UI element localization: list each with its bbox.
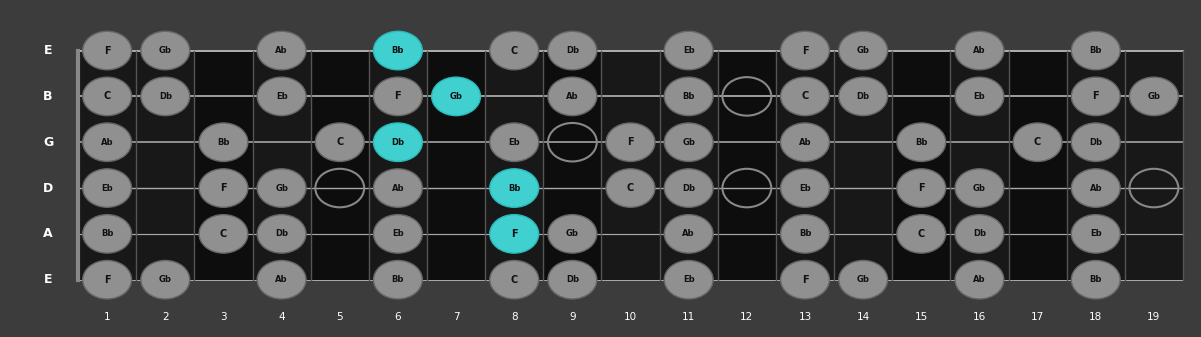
Text: 9: 9 bbox=[569, 312, 575, 322]
Bar bbox=[195, 51, 252, 280]
Ellipse shape bbox=[664, 123, 713, 161]
Ellipse shape bbox=[1014, 123, 1062, 161]
Text: F: F bbox=[220, 183, 227, 193]
Text: Gb: Gb bbox=[449, 92, 462, 101]
Ellipse shape bbox=[955, 169, 1004, 207]
Text: Gb: Gb bbox=[856, 275, 870, 284]
Text: D: D bbox=[43, 182, 53, 194]
Ellipse shape bbox=[374, 77, 423, 116]
Ellipse shape bbox=[664, 215, 713, 253]
Ellipse shape bbox=[83, 169, 132, 207]
Text: Bb: Bb bbox=[799, 229, 811, 238]
Text: 14: 14 bbox=[856, 312, 870, 322]
Text: Ab: Ab bbox=[275, 46, 288, 55]
Text: Bb: Bb bbox=[217, 138, 229, 147]
Text: C: C bbox=[336, 137, 343, 147]
Ellipse shape bbox=[83, 261, 132, 299]
Bar bbox=[950, 51, 1009, 280]
Bar bbox=[428, 51, 485, 280]
Text: F: F bbox=[395, 91, 401, 101]
Text: Eb: Eb bbox=[392, 229, 404, 238]
Ellipse shape bbox=[607, 169, 655, 207]
Ellipse shape bbox=[664, 261, 713, 299]
Bar bbox=[892, 51, 950, 280]
Text: Eb: Eb bbox=[508, 138, 520, 147]
Text: Gb: Gb bbox=[159, 46, 172, 55]
Text: Bb: Bb bbox=[682, 92, 695, 101]
Ellipse shape bbox=[664, 169, 713, 207]
Ellipse shape bbox=[955, 261, 1004, 299]
Ellipse shape bbox=[548, 77, 597, 116]
Text: C: C bbox=[220, 229, 227, 239]
Text: Eb: Eb bbox=[683, 275, 694, 284]
Ellipse shape bbox=[374, 123, 423, 161]
Text: Eb: Eb bbox=[683, 46, 694, 55]
Text: F: F bbox=[627, 137, 634, 147]
Ellipse shape bbox=[664, 77, 713, 116]
Text: Bb: Bb bbox=[1089, 46, 1103, 55]
Text: F: F bbox=[802, 45, 808, 56]
Text: Ab: Ab bbox=[973, 275, 986, 284]
Ellipse shape bbox=[257, 169, 306, 207]
Text: F: F bbox=[802, 275, 808, 285]
Bar bbox=[833, 51, 892, 280]
Ellipse shape bbox=[1071, 261, 1121, 299]
Text: 12: 12 bbox=[740, 312, 753, 322]
Ellipse shape bbox=[1129, 77, 1178, 116]
Ellipse shape bbox=[1071, 123, 1121, 161]
Text: Ab: Ab bbox=[973, 46, 986, 55]
Ellipse shape bbox=[141, 77, 190, 116]
Text: C: C bbox=[627, 183, 634, 193]
Text: 10: 10 bbox=[625, 312, 637, 322]
Ellipse shape bbox=[83, 31, 132, 70]
Ellipse shape bbox=[374, 215, 423, 253]
Text: 13: 13 bbox=[799, 312, 812, 322]
Text: Eb: Eb bbox=[1091, 229, 1101, 238]
Bar bbox=[485, 51, 543, 280]
Text: E: E bbox=[43, 44, 53, 57]
Text: Db: Db bbox=[275, 229, 288, 238]
Text: C: C bbox=[801, 91, 808, 101]
Ellipse shape bbox=[548, 215, 597, 253]
Text: Bb: Bb bbox=[508, 184, 520, 192]
Ellipse shape bbox=[83, 77, 132, 116]
Ellipse shape bbox=[141, 31, 190, 70]
Text: Gb: Gb bbox=[856, 46, 870, 55]
Ellipse shape bbox=[897, 169, 945, 207]
Ellipse shape bbox=[374, 261, 423, 299]
Text: Gb: Gb bbox=[682, 138, 695, 147]
Ellipse shape bbox=[374, 31, 423, 70]
Text: F: F bbox=[1093, 91, 1099, 101]
Ellipse shape bbox=[781, 123, 830, 161]
Text: C: C bbox=[918, 229, 925, 239]
Ellipse shape bbox=[838, 77, 888, 116]
Text: 1: 1 bbox=[103, 312, 110, 322]
Bar bbox=[602, 51, 659, 280]
Bar bbox=[369, 51, 428, 280]
Text: Db: Db bbox=[159, 92, 172, 101]
Ellipse shape bbox=[257, 77, 306, 116]
Bar bbox=[718, 51, 776, 280]
Ellipse shape bbox=[664, 31, 713, 70]
Text: Bb: Bb bbox=[1089, 275, 1103, 284]
Ellipse shape bbox=[490, 31, 538, 70]
Bar bbox=[659, 51, 718, 280]
Ellipse shape bbox=[897, 215, 945, 253]
Ellipse shape bbox=[199, 123, 247, 161]
Ellipse shape bbox=[83, 123, 132, 161]
Text: Ab: Ab bbox=[682, 229, 695, 238]
Ellipse shape bbox=[781, 215, 830, 253]
Ellipse shape bbox=[490, 215, 538, 253]
Text: 16: 16 bbox=[973, 312, 986, 322]
Text: Eb: Eb bbox=[276, 92, 287, 101]
Bar bbox=[136, 51, 195, 280]
Ellipse shape bbox=[1071, 77, 1121, 116]
Text: Eb: Eb bbox=[799, 184, 811, 192]
Ellipse shape bbox=[1071, 215, 1121, 253]
Bar bbox=[252, 51, 311, 280]
Ellipse shape bbox=[374, 169, 423, 207]
Ellipse shape bbox=[955, 215, 1004, 253]
Ellipse shape bbox=[838, 31, 888, 70]
Text: C: C bbox=[103, 91, 110, 101]
